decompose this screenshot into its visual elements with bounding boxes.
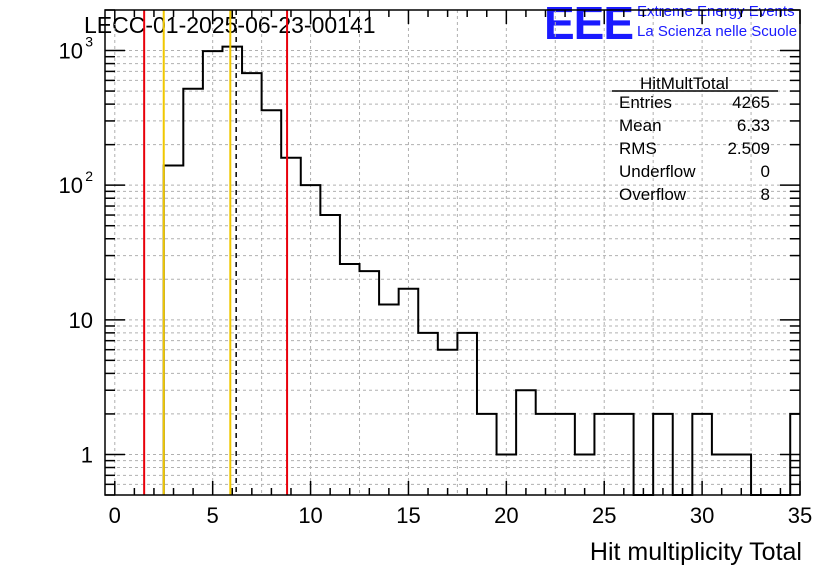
stat-label: RMS bbox=[619, 139, 657, 158]
y-tick-label: 10 bbox=[69, 308, 93, 333]
y-tick-label: 10 bbox=[59, 39, 83, 64]
x-tick-label: 0 bbox=[109, 503, 121, 528]
stat-label: Underflow bbox=[619, 162, 696, 181]
x-tick-label: 10 bbox=[298, 503, 322, 528]
axis-ticks bbox=[105, 9, 801, 496]
y-tick-label: 10 bbox=[59, 173, 83, 198]
stat-value: 4265 bbox=[732, 93, 770, 112]
x-tick-label: 15 bbox=[396, 503, 420, 528]
x-tick-label: 25 bbox=[592, 503, 616, 528]
logo-caption-line2: La Scienza nelle Scuole bbox=[637, 23, 798, 40]
x-tick-label: 30 bbox=[690, 503, 714, 528]
logo-caption-line1: Extreme Energy Events bbox=[637, 3, 795, 20]
eee-logo: EEE bbox=[544, 0, 634, 49]
x-tick-label: 20 bbox=[494, 503, 518, 528]
stat-label: Mean bbox=[619, 116, 662, 135]
y-tick-exponent: 2 bbox=[85, 168, 93, 184]
stat-label: Overflow bbox=[619, 185, 687, 204]
stat-value: 0 bbox=[760, 162, 770, 181]
y-tick-exponent: 3 bbox=[85, 34, 93, 50]
stat-value: 6.33 bbox=[736, 116, 770, 135]
y-tick-label: 1 bbox=[81, 442, 93, 467]
marker-lines bbox=[143, 10, 289, 495]
x-axis-label: Hit multiplicity Total bbox=[590, 538, 802, 566]
stats-title: HitMultTotal bbox=[640, 74, 729, 93]
stat-value: 8 bbox=[760, 185, 770, 204]
stat-value: 2.509 bbox=[727, 139, 770, 158]
stat-label: Entries bbox=[619, 93, 672, 112]
plot-frame bbox=[104, 9, 801, 496]
x-tick-label: 5 bbox=[207, 503, 219, 528]
x-tick-label: 35 bbox=[788, 503, 812, 528]
